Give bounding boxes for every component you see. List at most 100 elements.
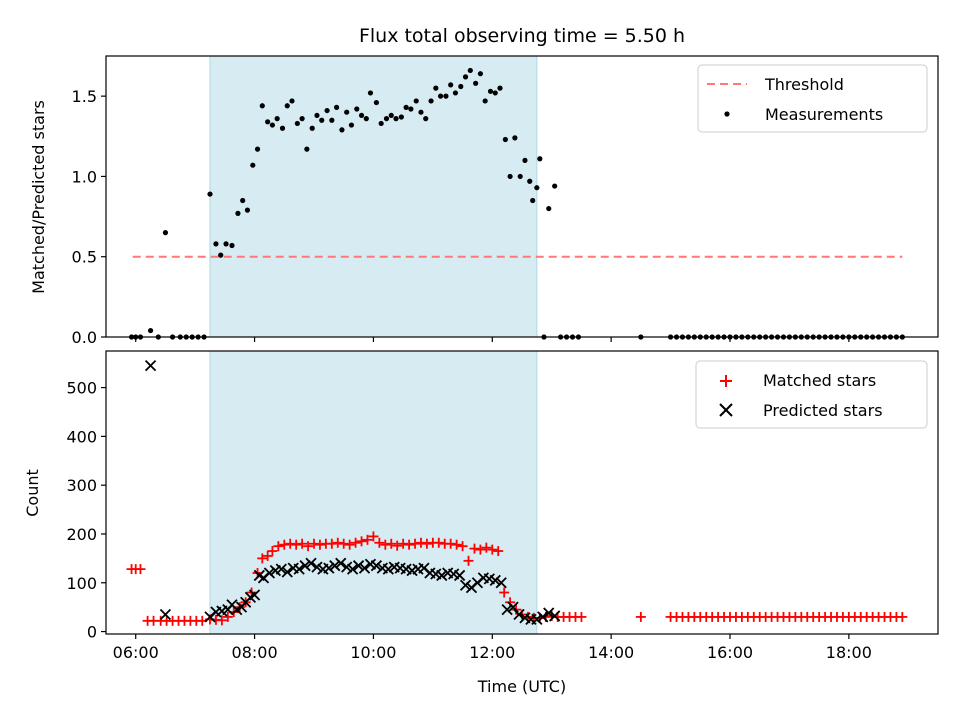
measurement-point	[373, 99, 379, 106]
matched-star-marker	[257, 553, 268, 564]
measurement-point	[367, 90, 374, 96]
bottom-x-ticks: 06:00 08:00 10:00 12:00 14:00 16:00 18:00	[113, 634, 872, 662]
top-axes-frame	[105, 55, 939, 338]
measurement-point	[413, 98, 419, 104]
matched-star-marker	[297, 538, 308, 549]
predicted-star-marker	[358, 562, 371, 574]
measurement-point	[462, 74, 469, 80]
measurement-point	[259, 103, 265, 109]
matched-star-marker	[314, 539, 325, 550]
matched-star-marker	[262, 550, 273, 561]
measurement-point	[314, 112, 320, 119]
predicted-star-marker	[281, 566, 293, 578]
matched-star-marker	[499, 587, 510, 598]
matched-star-marker	[433, 537, 444, 548]
bottom-y-tick-label: 400	[66, 427, 97, 446]
top-y-tick-label: 0.5	[72, 248, 97, 267]
measurement-point	[517, 173, 523, 180]
predicted-star-marker	[531, 613, 543, 625]
predicted-star-marker	[305, 557, 317, 569]
measurement-point	[398, 114, 404, 120]
matched-star-marker	[291, 539, 302, 550]
predicted-star-marker	[346, 563, 359, 575]
top-y-ticks: 0.0 0.5 1.0 1.5	[72, 87, 106, 347]
measurement-point	[383, 116, 390, 122]
predicted-star-marker	[144, 360, 157, 372]
matched-star-marker	[273, 541, 284, 552]
measurement-point	[530, 197, 536, 204]
measurement-point	[218, 252, 224, 258]
measurement-point	[299, 116, 305, 122]
bottom-y-tick-label: 200	[66, 525, 97, 544]
measurement-point	[269, 122, 275, 128]
matched-star-marker	[897, 611, 908, 622]
matched-star-marker	[445, 538, 456, 549]
legend-matched-label: Matched stars	[763, 371, 876, 390]
matched-star-marker	[493, 546, 504, 557]
predicted-star-marker	[495, 577, 507, 589]
predicted-star-marker	[335, 557, 347, 569]
measurement-point	[147, 327, 154, 334]
measurement-point	[423, 116, 429, 122]
x-axis-label: Time (UTC)	[477, 677, 566, 696]
matched-star-marker	[481, 542, 492, 553]
matched-star-marker	[475, 544, 486, 555]
measurement-point	[458, 83, 464, 90]
measurement-point	[358, 112, 365, 119]
top-y-tick-label: 1.0	[72, 167, 97, 186]
matched-star-marker	[267, 546, 278, 557]
measurement-point	[344, 109, 350, 115]
matched-star-marker	[398, 538, 409, 549]
predicted-star-marker	[507, 601, 519, 613]
measurement-point	[408, 106, 414, 112]
matched-star-marker	[380, 539, 391, 550]
measurement-point	[213, 241, 219, 247]
measurement-point	[473, 80, 479, 86]
bottom-y-tick-label: 300	[66, 476, 97, 495]
measurement-point	[265, 119, 271, 125]
measurement-point	[477, 71, 483, 77]
x-tick-label: 18:00	[826, 643, 872, 662]
legend-predicted-swatch	[719, 403, 733, 417]
bottom-panel: 06:00 08:00 10:00 12:00 14:00 16:00 18:00 0 100…	[23, 350, 939, 696]
measurement-point	[448, 82, 454, 88]
predicted-star-marker	[299, 560, 311, 572]
measurement-point	[339, 127, 345, 133]
predicted-star-marker	[263, 567, 276, 579]
top-legend-box	[697, 64, 928, 133]
predicted-star-marker	[543, 607, 555, 619]
matched-star-marker	[135, 564, 146, 575]
matched-star-marker	[362, 534, 373, 545]
predicted-star-marker	[293, 563, 305, 575]
measurement-point	[507, 173, 513, 180]
matched-star-marker	[463, 555, 474, 566]
matched-star-marker	[487, 544, 498, 555]
matched-star-marker	[635, 611, 646, 622]
matched-star-marker	[386, 538, 397, 549]
measurement-point	[378, 120, 384, 127]
measurement-point	[348, 122, 355, 128]
measurement-point	[244, 207, 251, 213]
matched-star-marker	[410, 538, 421, 549]
measurement-point	[250, 162, 256, 168]
x-tick-label: 12:00	[469, 643, 515, 662]
predicted-star-marker	[501, 603, 513, 616]
measurement-point	[294, 120, 300, 127]
predicted-star-marker	[370, 560, 383, 572]
measurement-point	[492, 90, 498, 96]
chart-title: Flux total observing time = 5.50 h	[359, 25, 685, 47]
top-legend: Threshold Measurements	[697, 64, 928, 133]
measurement-point	[363, 116, 369, 122]
x-tick-label: 06:00	[113, 643, 159, 662]
measurement-point	[527, 178, 533, 184]
legend-threshold-label: Threshold	[764, 75, 844, 94]
matched-star-marker	[350, 537, 361, 548]
matched-star-marker	[451, 539, 462, 550]
matched-star-marker	[279, 539, 290, 550]
measurement-point	[284, 103, 290, 109]
bottom-y-tick-label: 500	[66, 379, 97, 398]
matched-star-marker	[216, 615, 227, 626]
matched-star-marker	[222, 611, 233, 622]
measurement-point	[223, 241, 229, 247]
